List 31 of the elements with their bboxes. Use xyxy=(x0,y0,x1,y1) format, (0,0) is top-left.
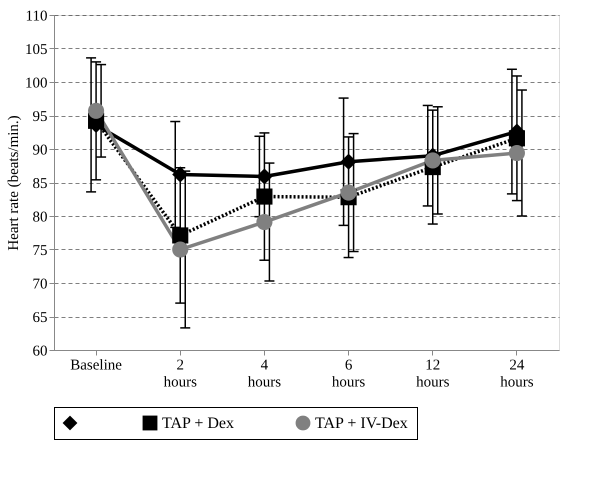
x-tick-label: 12 hours xyxy=(416,358,450,390)
y-tick-label: 75 xyxy=(32,243,48,259)
point xyxy=(88,102,104,119)
point xyxy=(256,188,272,205)
legend-label: TAP + Dex xyxy=(162,415,234,432)
x-tick-label: 6 hours xyxy=(332,358,366,390)
point xyxy=(424,152,441,168)
point xyxy=(172,241,188,258)
y-tick-label: 105 xyxy=(25,42,48,58)
x-tick-label: Baseline xyxy=(70,358,122,374)
y-tick-label: 60 xyxy=(32,344,48,360)
x-tick-label: 2 hours xyxy=(164,358,198,390)
point xyxy=(340,184,357,201)
x-tick-label: 24 hours xyxy=(500,358,534,390)
point xyxy=(256,168,272,185)
point xyxy=(172,227,188,244)
point xyxy=(256,214,272,230)
y-tick-label: 65 xyxy=(32,310,48,326)
y-tick-label: 80 xyxy=(32,210,48,226)
y-tick-label: 90 xyxy=(32,142,48,158)
point xyxy=(508,144,525,162)
point xyxy=(340,154,357,170)
point xyxy=(508,130,525,146)
y-tick-label: 95 xyxy=(32,109,48,125)
y-tick-label: 110 xyxy=(26,8,48,24)
y-tick-label: 85 xyxy=(32,176,48,192)
y-tick-label: 100 xyxy=(25,76,48,92)
x-tick-label: 4 hours xyxy=(248,358,282,390)
legend-label: TAP + IV-Dex xyxy=(315,415,408,432)
y-axis-title: Heart rate (beats/min.) xyxy=(6,115,22,251)
y-tick-label: 70 xyxy=(32,276,48,292)
